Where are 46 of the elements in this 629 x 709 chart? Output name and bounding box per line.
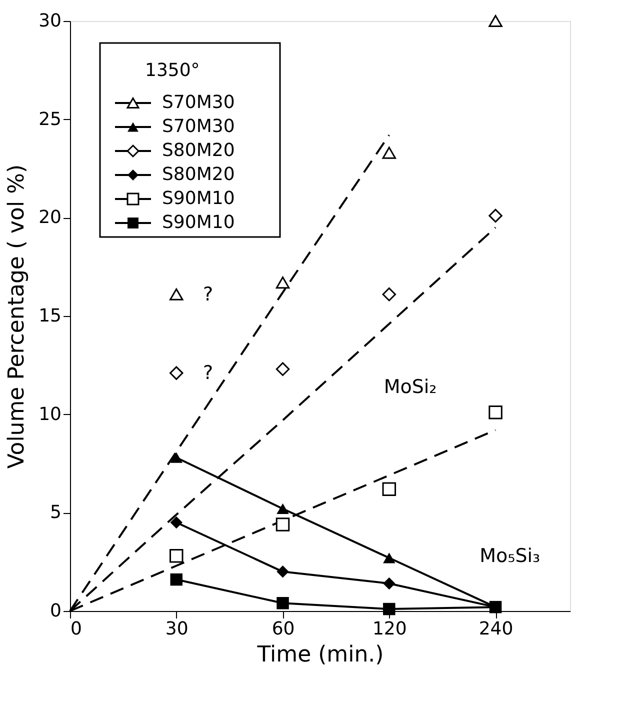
- point: [276, 503, 289, 514]
- point: [170, 366, 184, 380]
- point: [170, 452, 183, 463]
- annotation: ?: [202, 283, 214, 306]
- y-axis-title: Volume Percentage ( vol %): [4, 164, 30, 469]
- point: [276, 362, 290, 376]
- legend-label: S70M30: [162, 116, 235, 137]
- legend-title: 1350°: [145, 60, 200, 81]
- y-tick-label: 30: [38, 10, 62, 32]
- point: [276, 597, 289, 610]
- y-tick-label: 10: [38, 404, 62, 425]
- point: [488, 14, 502, 28]
- x-tick-label: 240: [478, 618, 514, 640]
- point: [383, 577, 396, 590]
- point: [170, 573, 183, 586]
- y-tick-label: 5: [50, 502, 62, 524]
- legend-label: S80M20: [162, 140, 235, 161]
- y-tick-label: 0: [50, 600, 62, 622]
- point: [276, 566, 289, 578]
- x-tick-label: 120: [372, 618, 407, 640]
- point: [382, 146, 396, 159]
- point: [382, 482, 396, 496]
- y-tick-label: 15: [38, 306, 62, 326]
- legend-label: S80M20: [162, 164, 235, 185]
- point: [276, 276, 290, 289]
- point: [170, 549, 184, 563]
- point: [170, 516, 183, 529]
- annotation: MoSi₂: [384, 376, 437, 398]
- legend-label: S70M30: [162, 92, 235, 113]
- point: [170, 288, 184, 300]
- y-tick-label: 25: [38, 108, 62, 130]
- point: [488, 405, 502, 420]
- legend-label: S90M10: [162, 188, 235, 209]
- x-tick-label: 0: [70, 618, 82, 640]
- y-tick-label: 20: [38, 207, 62, 228]
- legend-label: S90M10: [162, 212, 235, 233]
- annotation: ?: [202, 362, 214, 384]
- x-tick-label: 30: [165, 618, 188, 640]
- point: [383, 602, 396, 616]
- point: [383, 552, 396, 564]
- annotation: Mo₅Si₃: [480, 544, 540, 567]
- x-tick-label: 60: [272, 618, 295, 640]
- x-axis-title: Time (min.): [256, 642, 384, 668]
- point: [488, 208, 502, 223]
- point: [382, 287, 396, 302]
- point: [276, 518, 290, 532]
